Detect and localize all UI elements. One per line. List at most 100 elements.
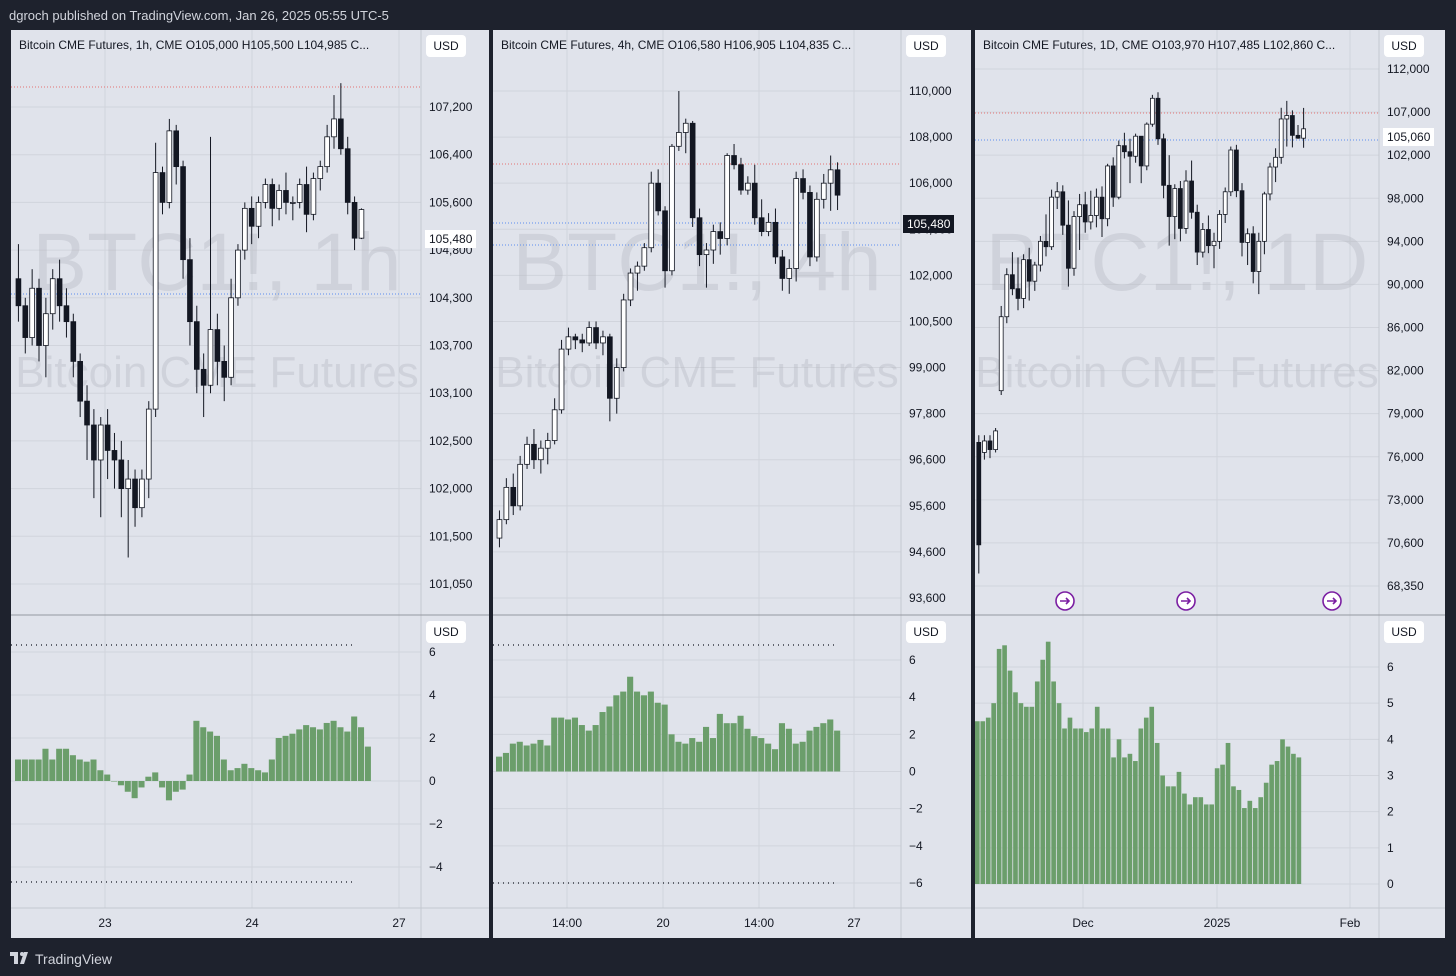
candle-body xyxy=(15,278,22,307)
chart-1d-svg[interactable]: BTC1!, 1D Bitcoin CME Futures 112,000107… xyxy=(975,30,1445,938)
candle-body xyxy=(793,178,799,269)
currency-button[interactable]: USD xyxy=(906,35,946,57)
candle-body xyxy=(132,478,138,509)
volume-bar xyxy=(1209,804,1214,884)
level-lines xyxy=(11,86,421,883)
last-price-badge: 105,480 xyxy=(903,215,955,233)
volume-bar xyxy=(1236,789,1242,884)
time-tick-label: Feb xyxy=(1340,916,1361,930)
volume-bar xyxy=(344,731,351,781)
candle-body xyxy=(1245,233,1250,243)
candle-body xyxy=(1066,224,1071,269)
candle-body xyxy=(1278,118,1284,158)
volume-bar xyxy=(1242,808,1247,884)
candle-body xyxy=(22,305,29,338)
price-tick-label: 105,600 xyxy=(429,195,473,209)
chart-panel-1d[interactable]: BTC1!, 1D Bitcoin CME Futures 112,000 107… xyxy=(975,30,1445,938)
ohlc-header: Bitcoin CME Futures, 4h, CME O106,580 H1… xyxy=(501,38,852,52)
candle-body xyxy=(36,287,42,346)
candle-body xyxy=(310,178,317,215)
time-tick-label: 14:00 xyxy=(552,916,582,930)
tradingview-brand[interactable]: TradingView xyxy=(35,951,113,967)
currency-button-lower[interactable]: USD xyxy=(426,621,466,643)
event-markers[interactable] xyxy=(1055,591,1342,611)
candle-body xyxy=(1295,134,1301,139)
candle-body xyxy=(1088,215,1094,223)
candle-body xyxy=(558,348,565,411)
time-tick-label: 2025 xyxy=(1204,916,1231,930)
candle-body xyxy=(338,118,344,150)
candle-body xyxy=(565,336,572,350)
currency-button[interactable]: USD xyxy=(426,35,466,57)
level-lines xyxy=(975,112,1379,141)
candle-body xyxy=(1178,188,1183,229)
volume-bar xyxy=(1143,717,1149,884)
volume-bar xyxy=(772,749,779,772)
candle-body xyxy=(1183,180,1189,229)
footer-bar: TradingView xyxy=(0,944,1456,976)
volume-bar xyxy=(502,752,509,772)
tradingview-logo-icon[interactable] xyxy=(10,950,32,966)
currency-button-lower[interactable]: USD xyxy=(906,621,946,643)
candle-body xyxy=(70,321,77,362)
candle-body xyxy=(682,122,689,133)
currency-button-lower[interactable]: USD xyxy=(1384,621,1424,643)
chart-panel-1h[interactable]: BTC1!, 1h Bitcoin CME Futures 107,200 106… xyxy=(11,30,489,938)
arrow-right-icon xyxy=(1060,597,1071,605)
volume-bar xyxy=(558,717,565,772)
candle-body xyxy=(538,447,544,461)
volume-bar xyxy=(985,717,991,884)
volume-bar xyxy=(241,763,248,781)
price-tick-label: 102,000 xyxy=(909,268,953,282)
volume-bar xyxy=(1105,728,1111,884)
candle-body xyxy=(1010,274,1015,290)
volume-bar xyxy=(124,781,131,792)
volume-tick-label: 2 xyxy=(909,727,916,741)
volume-bar xyxy=(703,726,710,772)
volume-bar xyxy=(689,738,696,772)
price-tick-label: 108,000 xyxy=(909,130,953,144)
candle-body xyxy=(1194,211,1200,253)
volume-bar xyxy=(1198,797,1204,884)
chart-1h-svg[interactable]: BTC1!, 1h Bitcoin CME Futures 107,200106… xyxy=(11,30,489,938)
candle-body xyxy=(765,221,772,232)
price-tick-label: 104,300 xyxy=(429,291,473,305)
candle-body xyxy=(104,424,111,451)
volume-bar xyxy=(1203,804,1209,884)
axes: 110,000108,000106,000104,000102,000100,5… xyxy=(493,30,971,938)
volume-bar xyxy=(193,720,200,781)
candle-body xyxy=(331,118,337,138)
candle-body xyxy=(662,210,668,272)
candle-body xyxy=(724,155,730,239)
chart-4h-svg[interactable]: BTC1!, 4h Bitcoin CME Futures 110,000108… xyxy=(493,30,971,938)
candle-body xyxy=(586,327,592,344)
candle-body xyxy=(731,155,737,166)
volume-bar xyxy=(1002,645,1007,884)
price-tick-label: 107,200 xyxy=(429,100,473,114)
volume-tick-label: 3 xyxy=(1387,769,1394,783)
candle-body xyxy=(758,217,765,232)
volume-tick-label: 0 xyxy=(909,765,916,779)
watermark-name: Bitcoin CME Futures xyxy=(975,348,1378,397)
currency-button[interactable]: USD xyxy=(1384,35,1424,57)
volume-bar xyxy=(1285,746,1291,884)
ohlc-header: Bitcoin CME Futures, 1D, CME O103,970 H1… xyxy=(983,38,1336,52)
candle-body xyxy=(173,130,180,168)
candle-body xyxy=(738,164,744,191)
volume-bar xyxy=(248,768,255,781)
volume-histogram xyxy=(15,716,371,801)
candle-body xyxy=(351,201,358,239)
volume-bar xyxy=(289,733,296,781)
chart-panel-4h[interactable]: BTC1!, 4h Bitcoin CME Futures 110,000 108… xyxy=(493,30,971,938)
volume-bar xyxy=(159,781,166,788)
volume-bar xyxy=(975,721,980,884)
volume-bar xyxy=(111,781,118,782)
volume-bar xyxy=(737,715,744,772)
candle-body xyxy=(1239,190,1245,243)
volume-bar xyxy=(1296,757,1302,884)
candle-body xyxy=(1189,180,1194,213)
last-price-badge: 105,480 xyxy=(425,230,477,248)
volume-bar xyxy=(1269,764,1274,884)
candle-body xyxy=(283,190,289,203)
volume-histogram xyxy=(496,676,841,772)
